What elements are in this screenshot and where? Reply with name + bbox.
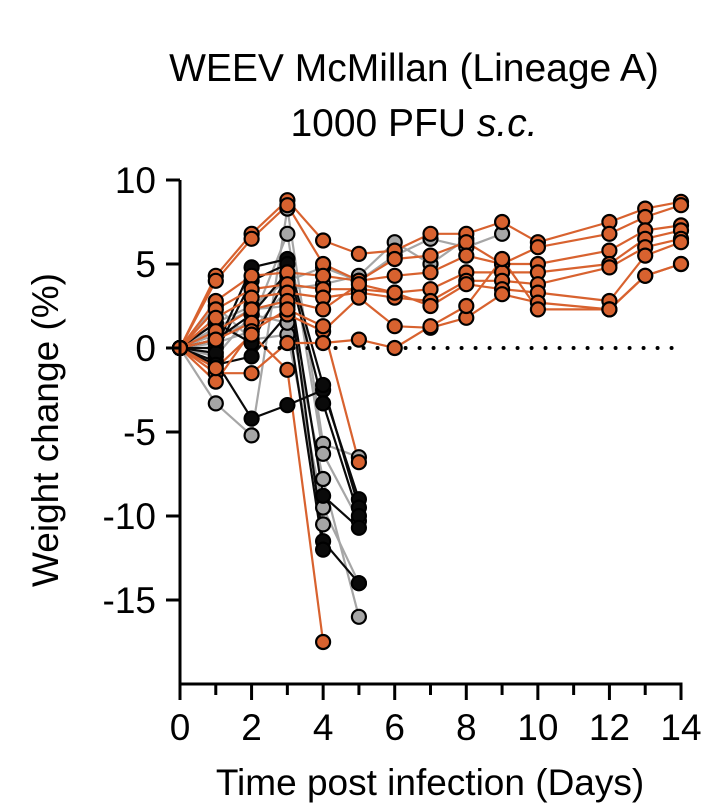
data-point-survivor-7-2 [243, 365, 260, 382]
chart-title-route: s.c. [476, 102, 538, 145]
series-line-survivor-0 [178, 199, 683, 350]
data-point-survivor-0-7 [422, 225, 439, 242]
data-point-survivor-7-12 [637, 267, 654, 284]
data-point-survivor-0-4 [315, 232, 332, 249]
data-point-survivor-1-6 [386, 250, 403, 268]
data-point-fatal-black-22-4 [315, 541, 332, 558]
data-point-survivor-9-1 [207, 360, 224, 377]
data-point-survivor-6-6 [386, 318, 403, 335]
data-point-fatal-gray-11-3 [279, 225, 296, 242]
tick-labels: 10 5 0 -5 -10 -15 0 2 4 6 8 10 12 14 [103, 160, 702, 748]
data-point-survivor-5-13 [672, 234, 690, 251]
data-point-survivor-6-5 [350, 289, 367, 306]
data-point-survivor-7-10 [529, 301, 547, 318]
chart-title-dose: 1000 PFU [290, 102, 477, 145]
y-tick-label-4: -10 [103, 496, 156, 537]
data-point-fatal-black-20-4 [315, 487, 332, 504]
data-point-fatal-black-17-2 [243, 410, 260, 427]
data-point-survivor-1-8 [458, 234, 475, 251]
data-point-survivor-0-9 [494, 213, 511, 231]
data-point-survivor-2-4 [315, 267, 332, 284]
y-tick-label-1: 5 [135, 244, 156, 285]
data-point-survivor-7-9 [494, 250, 511, 268]
data-point-fatal-black-22-2 [243, 348, 260, 365]
series-line-fatal-gray-16 [178, 232, 504, 350]
x-tick-label-4: 8 [456, 707, 477, 748]
x-tick-label-6: 12 [589, 707, 630, 748]
data-point-survivor-7-6 [386, 339, 403, 357]
y-tick-label-5: -15 [103, 580, 156, 621]
axes [166, 178, 683, 700]
data-point-survivor-7-4 [315, 334, 332, 352]
data-point-survivor-6-1 [207, 331, 224, 348]
data-point-fatal-gray-10-2 [243, 427, 260, 444]
data-point-survivor-4-1 [207, 309, 224, 326]
data-point-survivor-6-9 [494, 286, 511, 303]
data-point-fatal-black-20-5 [350, 519, 367, 536]
data-point-survivor-1-7 [422, 247, 439, 264]
data-point-survivor-5-7 [422, 297, 439, 315]
data-point-fatal-gray-11-4 [315, 445, 332, 462]
data-point-survivor-2-7 [422, 264, 439, 281]
data-point-survivor-1-2 [243, 230, 260, 247]
data-point-survivor-9-3 [279, 361, 296, 378]
data-point-fatal-black-19-4 [315, 395, 332, 412]
data-point-survivor-5-8 [458, 276, 475, 293]
series-line-fatal-black-17 [178, 346, 360, 501]
data-point-survivor-5-2 [243, 301, 260, 318]
data-point-survivor-1-12 [637, 208, 654, 226]
x-tick-label-2: 4 [313, 707, 334, 748]
data-point-survivor-8-3 [279, 301, 296, 318]
data-point-survivor-7-13 [672, 255, 690, 273]
data-point-survivor-8-1 [207, 373, 224, 390]
data-point-survivor-7-8 [458, 297, 475, 315]
data-point-survivor-2-6 [386, 267, 403, 284]
data-point-survivor-1-3 [279, 197, 296, 214]
y-tick-label-2: 0 [135, 328, 156, 369]
data-point-fatal-black-17-3 [279, 397, 296, 414]
data-point-survivor-2-8 [458, 247, 475, 264]
data-point-survivor-2-2 [243, 267, 260, 284]
data-point-fatal-black-21-5 [350, 575, 367, 592]
y-axis-label: Weight change (%) [25, 273, 66, 587]
chart-title-line-2: 1000 PFU s.c. [100, 102, 728, 146]
y-tick-label-3: -5 [123, 412, 156, 453]
x-tick-label-7: 14 [660, 707, 701, 748]
data-point-survivor-8-4 [315, 318, 332, 335]
chart-title-line-1: WEEV McMillan (Lineage A) [169, 47, 659, 90]
data-point-survivor-9-4 [315, 633, 332, 651]
data-point-survivor-1-11 [601, 225, 618, 242]
data-point-survivor-5-5 [350, 276, 367, 293]
data-point-fatal-gray-12-4 [315, 470, 332, 488]
data-point-survivor-1-10 [529, 239, 547, 256]
data-point-fatal-gray-14-4 [315, 516, 332, 533]
data-point-survivor-1-1 [207, 272, 224, 289]
data-point-survivor-7-3 [279, 334, 296, 352]
x-tick-label-1: 2 [241, 707, 262, 748]
data-point-survivor-8-5 [350, 454, 367, 471]
data-point-survivor-7-7 [422, 318, 439, 335]
data-point-survivor-0-5 [350, 245, 367, 262]
x-tick-label-0: 0 [170, 707, 191, 748]
data-point-survivor-9-2 [243, 326, 260, 343]
data-point-fatal-gray-10-1 [207, 395, 224, 412]
x-axis-label: Time post infection (Days) [216, 762, 644, 803]
data-point-survivor-7-11 [601, 301, 618, 318]
data-point-survivor-1-13 [672, 197, 690, 214]
data-point-survivor-2-11 [601, 242, 618, 259]
data-point-survivor-5-12 [637, 247, 654, 264]
data-point-survivor-4-11 [601, 259, 618, 276]
y-tick-label-0: 10 [115, 160, 156, 201]
x-tick-label-5: 10 [517, 707, 558, 748]
x-tick-label-3: 6 [384, 707, 405, 748]
data-point-survivor-5-6 [386, 284, 403, 301]
data-point-survivor-7-5 [350, 331, 367, 348]
data-point-fatal-black-18-4 [315, 376, 332, 394]
data-point-fatal-gray-12-5 [350, 608, 367, 625]
series-points [171, 192, 690, 651]
data-point-survivor-5-4 [315, 301, 332, 318]
